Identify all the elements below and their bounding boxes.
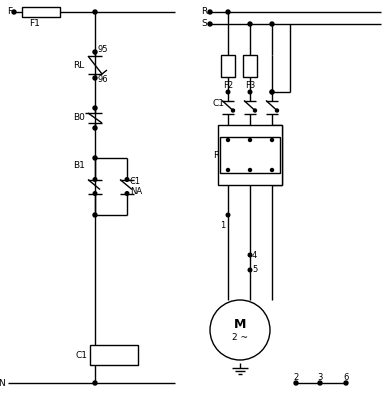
Circle shape: [93, 213, 97, 217]
Circle shape: [93, 126, 97, 130]
Circle shape: [226, 90, 230, 94]
Text: RL: RL: [213, 150, 224, 160]
Circle shape: [270, 139, 273, 141]
Circle shape: [248, 90, 252, 94]
Circle shape: [254, 109, 256, 112]
Text: F2: F2: [223, 80, 233, 89]
Text: 4: 4: [252, 251, 257, 259]
Text: C1: C1: [130, 177, 141, 186]
Text: 2: 2: [293, 373, 299, 381]
Circle shape: [125, 178, 129, 181]
Text: C1: C1: [213, 99, 225, 108]
Text: 2 ~: 2 ~: [232, 333, 248, 343]
Circle shape: [208, 22, 212, 26]
Circle shape: [270, 22, 274, 26]
Circle shape: [248, 268, 252, 272]
Circle shape: [93, 178, 97, 181]
Circle shape: [270, 90, 274, 94]
Text: C1: C1: [76, 350, 88, 360]
Text: 3: 3: [317, 373, 323, 381]
Circle shape: [226, 169, 230, 171]
Circle shape: [294, 381, 298, 385]
Bar: [243, 55, 257, 77]
Text: 96: 96: [98, 76, 109, 84]
Circle shape: [226, 10, 230, 14]
Circle shape: [93, 192, 97, 195]
Text: M: M: [234, 318, 246, 331]
Circle shape: [93, 106, 97, 110]
Text: 5: 5: [252, 265, 257, 274]
Circle shape: [231, 109, 235, 112]
Circle shape: [270, 90, 274, 94]
Bar: [220, 137, 280, 173]
Text: F3: F3: [245, 80, 255, 89]
Text: RL: RL: [73, 61, 84, 70]
Bar: [221, 55, 235, 77]
Circle shape: [93, 50, 97, 54]
Text: R: R: [201, 8, 207, 17]
Circle shape: [12, 10, 16, 14]
Text: F1: F1: [30, 19, 40, 27]
Circle shape: [226, 213, 230, 217]
Circle shape: [93, 156, 97, 160]
Circle shape: [93, 381, 97, 385]
Circle shape: [208, 10, 212, 14]
Text: S: S: [201, 19, 207, 29]
Circle shape: [125, 192, 129, 195]
Circle shape: [210, 300, 270, 360]
Circle shape: [249, 139, 252, 141]
Circle shape: [344, 381, 348, 385]
Text: 95: 95: [98, 46, 109, 55]
Bar: [90, 345, 138, 365]
Circle shape: [318, 381, 322, 385]
Circle shape: [93, 10, 97, 14]
Circle shape: [270, 169, 273, 171]
Circle shape: [275, 109, 279, 112]
Text: B0: B0: [73, 114, 85, 122]
Circle shape: [248, 22, 252, 26]
Circle shape: [226, 139, 230, 141]
Text: 6: 6: [343, 373, 349, 381]
Text: B1: B1: [73, 162, 85, 171]
Circle shape: [248, 253, 252, 257]
Text: NA: NA: [130, 187, 142, 196]
Text: F: F: [7, 8, 12, 17]
Text: N: N: [0, 379, 5, 388]
Circle shape: [249, 169, 252, 171]
Text: 1: 1: [220, 221, 225, 230]
Circle shape: [93, 76, 97, 80]
Bar: [218, 125, 282, 185]
Bar: [22, 7, 60, 17]
